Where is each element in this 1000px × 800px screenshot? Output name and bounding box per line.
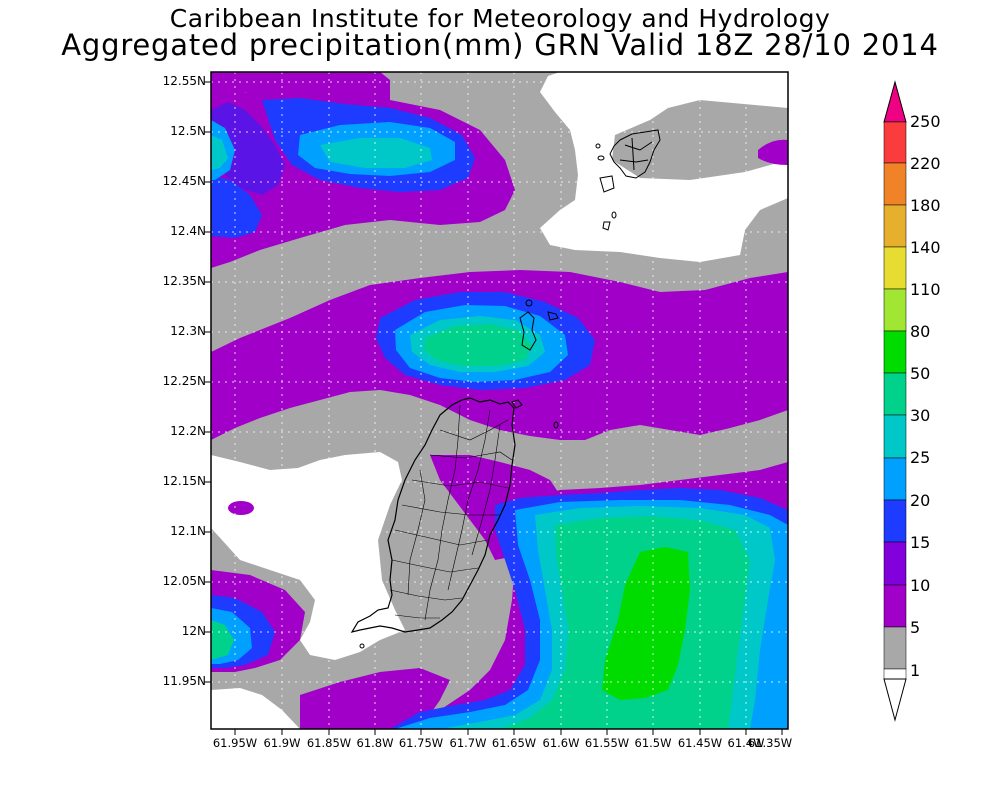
colorbar-swatch bbox=[883, 457, 907, 501]
colorbar-swatch bbox=[883, 121, 907, 164]
precip-10-15 bbox=[211, 102, 285, 195]
lon-tick-label: 61.85W bbox=[306, 736, 352, 750]
dry-area bbox=[540, 72, 788, 262]
lat-tick-label: 12.1N bbox=[170, 524, 206, 538]
colorbar bbox=[883, 80, 907, 722]
precip-50-80 bbox=[602, 547, 690, 700]
dry-area bbox=[211, 688, 300, 729]
lat-tick-label: 12.55N bbox=[162, 74, 206, 88]
lon-tick-label: 61.9W bbox=[263, 736, 301, 750]
colorbar-label: 220 bbox=[910, 154, 941, 173]
lon-tick-label: 61.4W bbox=[727, 736, 765, 750]
precip-25-30 bbox=[211, 135, 228, 170]
colorbar-label: 180 bbox=[910, 196, 941, 215]
colorbar-swatch bbox=[883, 499, 907, 543]
precipitation-field bbox=[211, 72, 788, 729]
chart-subtitle: Aggregated precipitation(mm) GRN Valid 1… bbox=[61, 28, 939, 62]
colorbar-arrow-top bbox=[883, 80, 907, 123]
lat-tick-label: 12N bbox=[181, 624, 206, 638]
colorbar-label: 110 bbox=[910, 280, 941, 299]
lat-tick-label: 12.25N bbox=[162, 374, 206, 388]
colorbar-swatch bbox=[883, 246, 907, 290]
plot-frame bbox=[210, 71, 789, 730]
lon-tick-label: 61.45W bbox=[677, 736, 723, 750]
lon-tick-label: 61.5W bbox=[634, 736, 672, 750]
lon-tick-label: 61.35W bbox=[747, 736, 793, 750]
lat-tick-label: 12.15N bbox=[162, 474, 206, 488]
lat-tick-label: 12.2N bbox=[170, 424, 206, 438]
gridlines bbox=[211, 72, 788, 729]
grenada-island bbox=[350, 397, 516, 633]
dry-area bbox=[211, 452, 405, 660]
lat-tick-label: 11.95N bbox=[162, 674, 206, 688]
lon-tick-label: 61.95W bbox=[212, 736, 258, 750]
lat-tick-label: 12.05N bbox=[162, 574, 206, 588]
colorbar-label: 250 bbox=[910, 112, 941, 131]
lat-tick-label: 12.35N bbox=[162, 274, 206, 288]
colorbar-swatch bbox=[883, 584, 907, 628]
lon-tick-label: 61.7W bbox=[449, 736, 487, 750]
colorbar-label: 25 bbox=[910, 448, 931, 467]
precip-5-10 bbox=[300, 668, 450, 729]
colorbar-swatch bbox=[883, 204, 907, 248]
lon-tick-label: 61.75W bbox=[398, 736, 444, 750]
colorbar-label: 140 bbox=[910, 238, 941, 257]
carriacou-islands bbox=[359, 129, 661, 649]
colorbar-label: 10 bbox=[910, 576, 931, 595]
colorbar-swatch bbox=[883, 288, 907, 332]
precip-30-50 bbox=[211, 620, 234, 660]
colorbar-label: 5 bbox=[910, 618, 921, 637]
colorbar-label: 20 bbox=[910, 491, 931, 510]
precip-30-50 bbox=[424, 324, 532, 366]
lon-tick-label: 61.55W bbox=[584, 736, 630, 750]
lon-tick-label: 61.6W bbox=[542, 736, 580, 750]
colorbar-arrow-bottom bbox=[883, 678, 907, 722]
lat-tick-label: 12.4N bbox=[170, 224, 206, 238]
colorbar-swatch bbox=[883, 668, 907, 680]
lat-tick-label: 12.5N bbox=[170, 124, 206, 138]
colorbar-label: 80 bbox=[910, 322, 931, 341]
colorbar-label: 50 bbox=[910, 364, 931, 383]
precip-5-10 bbox=[228, 501, 254, 515]
colorbar-swatch bbox=[883, 162, 907, 206]
precip-5-10 bbox=[758, 139, 788, 165]
lat-tick-label: 12.3N bbox=[170, 324, 206, 338]
colorbar-swatch bbox=[883, 414, 907, 459]
colorbar-label: 30 bbox=[910, 406, 931, 425]
precip-10-15 bbox=[211, 175, 262, 238]
lon-tick-label: 61.65W bbox=[491, 736, 537, 750]
axis-ticks bbox=[204, 81, 783, 735]
colorbar-swatch bbox=[883, 330, 907, 374]
colorbar-swatch bbox=[883, 372, 907, 416]
colorbar-swatch bbox=[883, 626, 907, 670]
lon-tick-label: 61.8W bbox=[356, 736, 394, 750]
colorbar-label: 1 bbox=[910, 661, 921, 680]
precip-25-30 bbox=[320, 138, 432, 168]
colorbar-swatch bbox=[883, 541, 907, 586]
lat-tick-label: 12.45N bbox=[162, 174, 206, 188]
chart-title: Caribbean Institute for Meteorology and … bbox=[169, 4, 831, 33]
colorbar-label: 15 bbox=[910, 533, 931, 552]
